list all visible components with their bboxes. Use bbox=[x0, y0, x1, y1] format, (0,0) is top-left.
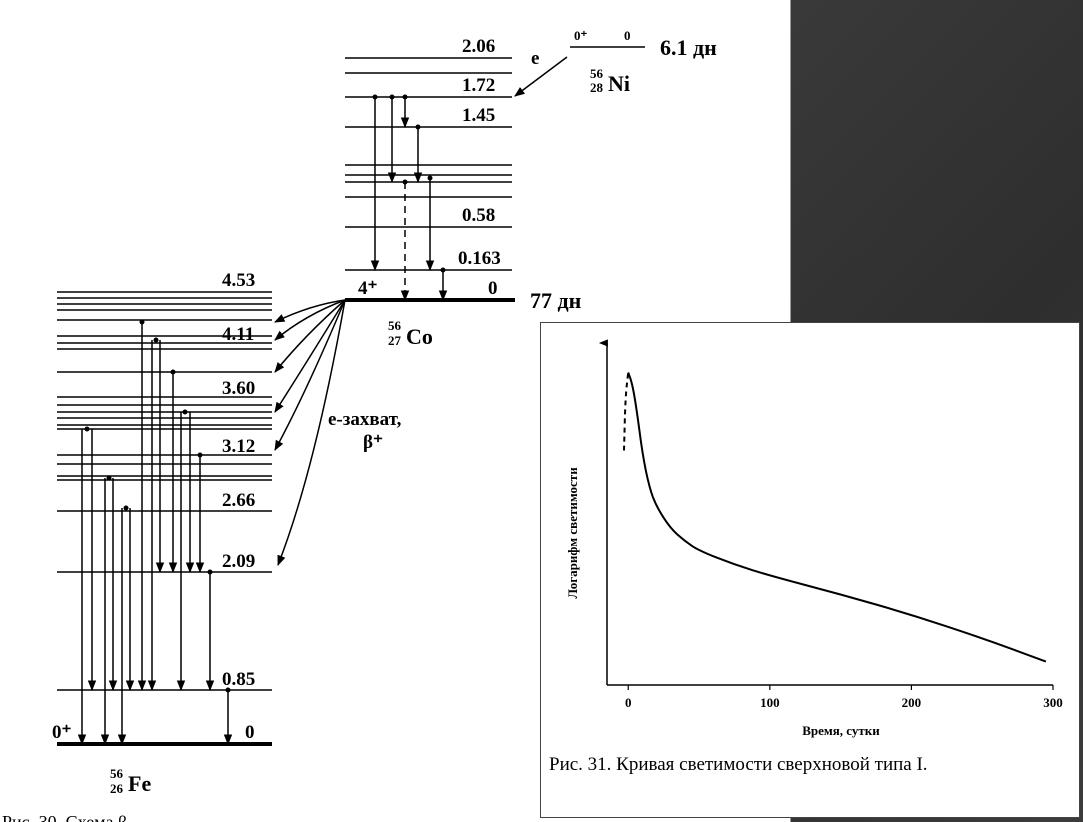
ni-spin: 0⁺ bbox=[574, 28, 588, 43]
co-level-label: 1.45 bbox=[462, 105, 495, 126]
light-curve-line bbox=[627, 372, 1047, 663]
light-curve-chart: 0 100 200 300 Время, сутки Логарифм светимо… bbox=[565, 339, 1063, 738]
fe-symbol: Fe bbox=[128, 771, 151, 796]
fe-level-label: 2.66 bbox=[222, 490, 255, 511]
co-level-label: 0.163 bbox=[458, 248, 501, 269]
ni-mass-number: 56 bbox=[590, 66, 604, 81]
co-level-label: 1.72 bbox=[462, 75, 495, 96]
fe-level-label: 0.85 bbox=[222, 669, 255, 690]
co-mass-number: 56 bbox=[388, 318, 402, 333]
ni-half-life: 6.1 дн bbox=[660, 35, 717, 60]
figure-31-caption: Рис. 31. Кривая светимости сверхновой ти… bbox=[549, 754, 928, 775]
co-gamma-transitions bbox=[370, 94, 448, 302]
fe-atomic-number: 26 bbox=[110, 781, 124, 796]
co-spin: 4⁺ bbox=[358, 278, 378, 299]
x-tick-label: 200 bbox=[902, 695, 922, 710]
x-axis-label: Время, сутки bbox=[802, 723, 880, 738]
fe-level-label: 4.11 bbox=[222, 324, 254, 345]
fe-level-label: 4.53 bbox=[222, 270, 255, 291]
ni-to-co-arrow bbox=[514, 56, 568, 97]
figure-30-caption-fragment: Рис. 30. Схема β bbox=[2, 812, 127, 822]
x-tick-label: 300 bbox=[1043, 695, 1063, 710]
co-level-label: 2.06 bbox=[462, 36, 495, 57]
co-atomic-number: 27 bbox=[388, 333, 402, 348]
ni-symbol: Ni bbox=[608, 71, 630, 96]
capture-label-line1: e-захват, bbox=[328, 409, 402, 430]
y-axis-label: Логарифм светимости bbox=[565, 467, 580, 599]
co-to-fe-capture-arrows bbox=[274, 299, 346, 566]
co-half-life: 77 дн bbox=[530, 288, 582, 313]
x-tick-label: 100 bbox=[760, 695, 780, 710]
ni-atomic-number: 28 bbox=[590, 80, 604, 95]
decay-scheme-diagram: 0⁺ 0 6.1 дн 56 28 Ni e 2.06 1.72 1.45 0.… bbox=[2, 28, 717, 822]
fe-mass-number: 56 bbox=[110, 766, 124, 781]
ni-energy: 0 bbox=[624, 28, 631, 43]
x-tick-label: 0 bbox=[625, 695, 632, 710]
fe-level-label: 0 bbox=[245, 722, 255, 743]
fe-level-label: 3.60 bbox=[222, 378, 255, 399]
fe-level-label: 3.12 bbox=[222, 436, 255, 457]
light-curve-inset: 0 100 200 300 Время, сутки Логарифм светимо… bbox=[540, 322, 1080, 818]
fe-gamma-transitions bbox=[77, 319, 233, 746]
ni-capture-label: e bbox=[531, 48, 539, 69]
fe-spin: 0⁺ bbox=[52, 722, 72, 743]
co-levels bbox=[345, 57, 515, 302]
light-curve-dashed-segment bbox=[623, 372, 630, 451]
fe-level-label: 2.09 bbox=[222, 551, 255, 572]
co-symbol: Co bbox=[406, 324, 433, 349]
co-level-label: 0.58 bbox=[462, 205, 495, 226]
co-level-label: 0 bbox=[488, 278, 498, 299]
capture-label-line2: β⁺ bbox=[363, 432, 383, 453]
